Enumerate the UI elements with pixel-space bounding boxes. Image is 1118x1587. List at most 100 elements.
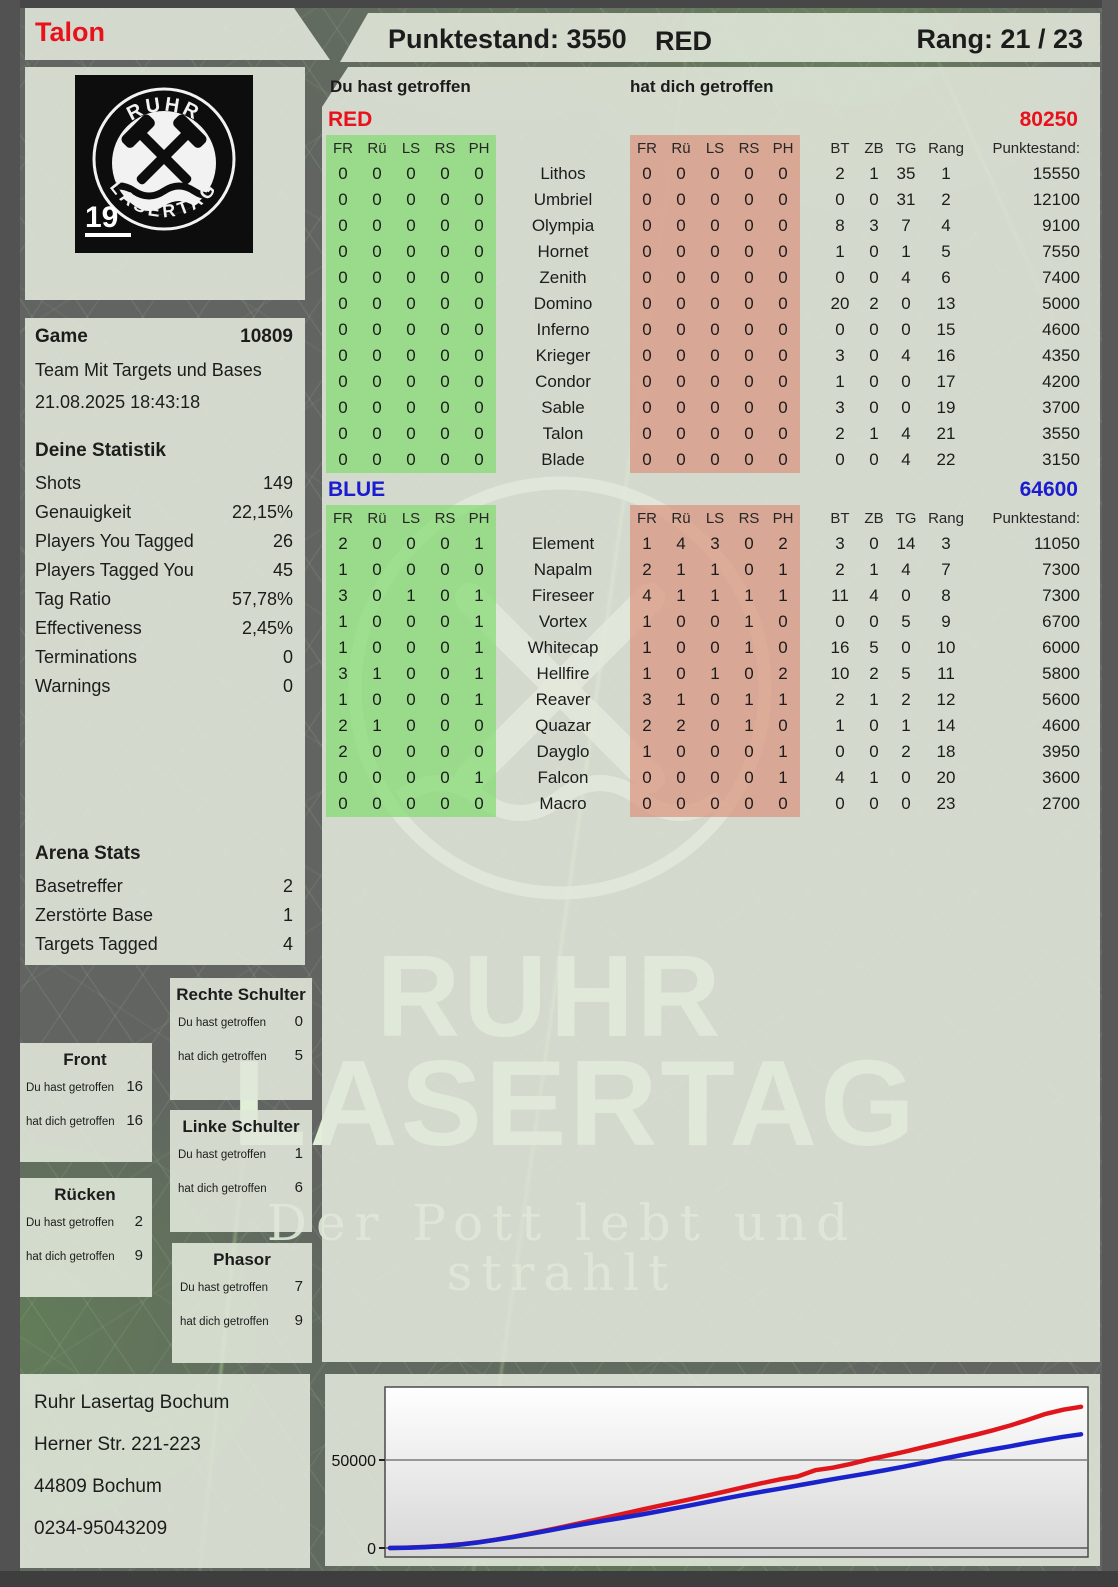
hit-you-cell: 1: [676, 690, 686, 709]
player-name-cell: Lithos: [540, 164, 586, 183]
player-name-cell: Talon: [542, 424, 584, 443]
hit-you-cell: 3: [710, 534, 720, 553]
hit-you-cell: 0: [744, 768, 754, 787]
you-hit-cell: 0: [440, 534, 450, 553]
team-total-score: 64600: [1019, 478, 1078, 501]
hit-you-cell: 0: [676, 638, 686, 657]
score-cell: 11050: [1033, 534, 1080, 553]
hit-you-cell: 1: [642, 638, 652, 657]
rang-cell: 9: [941, 612, 951, 631]
arena-row: Basetreffer 2: [35, 872, 293, 901]
player-name-cell: Napalm: [533, 560, 593, 579]
col-header: Rü: [367, 139, 387, 157]
col-header: FR: [637, 509, 657, 527]
rang-cell: 4: [941, 216, 951, 235]
hit-you-cell: 0: [710, 638, 720, 657]
you-hit-cell: 0: [372, 560, 382, 579]
game-number: 10809: [240, 326, 293, 347]
zb-cell: 0: [869, 268, 879, 287]
you-hit-cell: 0: [474, 716, 484, 735]
rang-cell: 5: [941, 242, 951, 261]
zb-cell: 1: [869, 690, 879, 709]
hit-you-cell: 0: [710, 716, 720, 735]
hit-you-cell: 0: [778, 372, 788, 391]
you-hit-cell: 0: [474, 294, 484, 313]
bt-cell: 1: [835, 372, 845, 391]
you-hit-cell: 0: [440, 716, 450, 735]
tg-cell: 1: [901, 716, 911, 735]
you-hit-cell: 0: [440, 612, 450, 631]
you-hit-cell: 0: [406, 612, 416, 631]
hit-you-cell: 2: [778, 664, 788, 683]
you-hit-cell: 3: [338, 664, 348, 683]
you-hit-cell: 0: [338, 768, 348, 787]
player-name-cell: Zenith: [539, 268, 587, 287]
hit-you-cell: 0: [744, 560, 754, 579]
you-hit-cell: 0: [440, 560, 450, 579]
hit-you-cell: 0: [642, 398, 652, 417]
player-row: 0 0 0 0 0 Hornet 0 0 0 0 0 1 0 1 5 7550: [326, 239, 1080, 265]
hit-you-cell: 1: [744, 690, 754, 709]
score-cell: 3700: [1042, 398, 1080, 417]
hitbox-you-row: Du hast getroffen 16: [26, 1078, 143, 1095]
you-hit-cell: 0: [440, 190, 450, 209]
stat-row: Warnings 0: [35, 672, 293, 701]
player-name-panel: [25, 8, 330, 60]
you-hit-cell: 0: [474, 424, 484, 443]
you-hit-cell: 0: [372, 690, 382, 709]
tg-cell: 5: [901, 664, 911, 683]
hit-you-cell: 0: [710, 164, 720, 183]
player-row: 0 0 0 0 0 Zenith 0 0 0 0 0 0 0 4 6 7400: [326, 265, 1080, 291]
bt-cell: 11: [831, 586, 849, 605]
you-hit-cell: 0: [406, 372, 416, 391]
hit-you-cell: 4: [676, 534, 686, 553]
you-hit-cell: 0: [338, 294, 348, 313]
stats-panel: [25, 318, 305, 965]
you-hit-cell: 1: [474, 612, 484, 631]
hit-you-cell: 0: [676, 372, 686, 391]
col-header: FR: [637, 139, 657, 157]
you-hit-cell: 0: [406, 398, 416, 417]
you-hit-cell: 0: [440, 424, 450, 443]
rang-cell: 10: [936, 638, 956, 657]
you-hit-cell: 0: [474, 216, 484, 235]
you-hit-cell: 0: [372, 346, 382, 365]
player-row: 0 0 0 0 0 Krieger 0 0 0 0 0 3 0 4 16 4350: [326, 343, 1080, 369]
hitbox-title: Rechte Schulter: [176, 985, 306, 1004]
team-table: FR Rü LS RS PH FR Rü LS RS PH BT ZB TG Rang Punktestan…: [326, 135, 1080, 473]
hit-you-cell: 0: [778, 716, 788, 735]
rang-cell: 2: [941, 190, 951, 209]
stat-row-value: 2,45%: [241, 618, 293, 638]
hit-you-cell: 0: [642, 320, 652, 339]
you-hit-zone-bg: [326, 505, 496, 817]
you-hit-cell: 0: [474, 560, 484, 579]
you-hit-cell: 0: [406, 768, 416, 787]
player-name-cell: Umbriel: [533, 190, 593, 209]
hit-you-cell: 1: [778, 586, 788, 605]
caption-hit-you: hat dich getroffen: [630, 77, 774, 96]
bt-cell: 16: [830, 638, 850, 657]
team-total-score: 80250: [1019, 108, 1078, 131]
player-name-cell: Element: [531, 534, 595, 553]
header-panel: [340, 13, 1100, 62]
stats-title: Deine Statistik: [35, 440, 166, 461]
hit-you-cell: 0: [710, 294, 720, 313]
hit-you-cell: 0: [778, 794, 788, 813]
hit-you-cell: 0: [710, 372, 720, 391]
hit-you-cell: 2: [642, 716, 652, 735]
hit-you-cell: 0: [710, 242, 720, 261]
col-header: Rang: [928, 509, 964, 527]
score-cell: 15550: [1032, 164, 1080, 183]
hit-you-cell: 0: [744, 372, 754, 391]
hit-you-zone-bg: [630, 135, 800, 473]
hitbox-you-value: 2: [134, 1213, 143, 1230]
you-hit-cell: 0: [440, 768, 450, 787]
hit-you-cell: 0: [676, 768, 686, 787]
hit-you-cell: 0: [676, 398, 686, 417]
player-name: Talon: [35, 17, 105, 47]
hit-you-cell: 0: [676, 294, 686, 313]
hit-you-cell: 1: [744, 612, 754, 631]
hit-you-cell: 0: [642, 164, 652, 183]
address-line: 44809 Bochum: [34, 1476, 162, 1497]
you-hit-cell: 0: [338, 450, 348, 469]
